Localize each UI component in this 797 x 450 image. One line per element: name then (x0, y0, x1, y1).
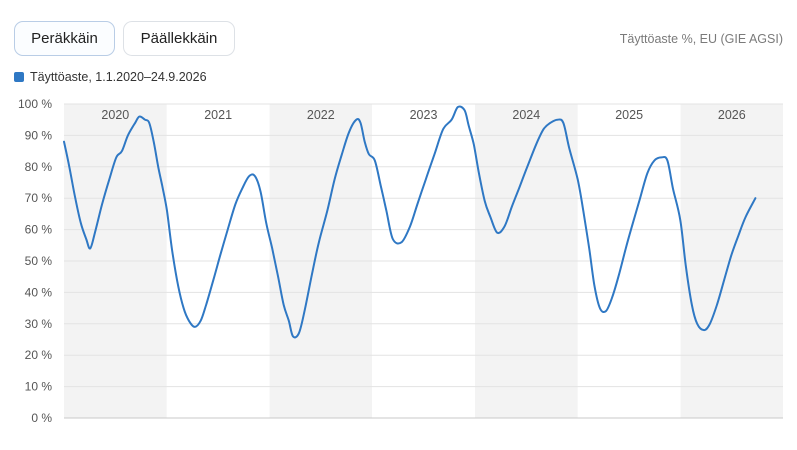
y-tick-label: 70 % (25, 191, 53, 205)
y-tick-label: 60 % (25, 223, 53, 237)
legend-swatch (14, 72, 24, 82)
y-tick-label: 0 % (31, 411, 52, 425)
chart-legend[interactable]: Täyttöaste, 1.1.2020–24.9.2026 (14, 70, 207, 84)
year-label-2022: 2022 (307, 108, 335, 122)
year-label-2021: 2021 (204, 108, 232, 122)
overlay-view-button[interactable]: Päällekkäin (123, 21, 235, 56)
y-tick-label: 30 % (25, 317, 53, 331)
series-line-0 (63, 105, 757, 339)
y-tick-label: 50 % (25, 254, 53, 268)
y-tick-label: 100 % (18, 97, 52, 111)
y-tick-label: 20 % (25, 348, 53, 362)
year-label-2026: 2026 (718, 108, 746, 122)
legend-series-label: Täyttöaste, 1.1.2020–24.9.2026 (30, 70, 207, 84)
year-label-2025: 2025 (615, 108, 643, 122)
y-tick-label: 10 % (25, 380, 53, 394)
chart-source-label: Täyttöaste %, EU (GIE AGSI) (619, 32, 783, 46)
year-label-2024: 2024 (512, 108, 540, 122)
y-tick-label: 80 % (25, 160, 53, 174)
year-label-2020: 2020 (101, 108, 129, 122)
year-label-2023: 2023 (410, 108, 438, 122)
y-tick-label: 90 % (25, 128, 53, 142)
sequential-view-button[interactable]: Peräkkäin (14, 21, 115, 56)
y-tick-label: 40 % (25, 285, 53, 299)
